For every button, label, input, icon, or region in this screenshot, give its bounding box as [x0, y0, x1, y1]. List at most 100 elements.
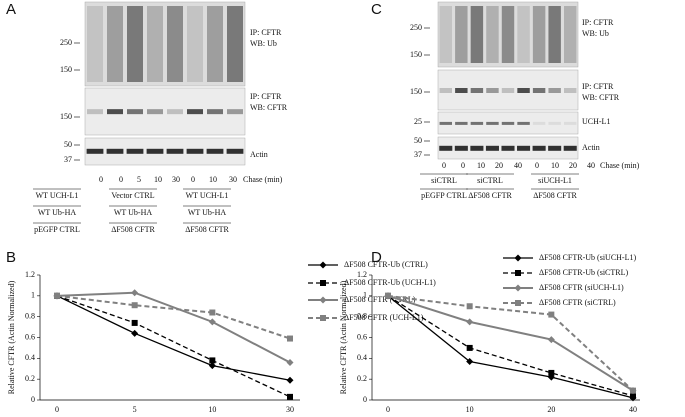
blot-band — [501, 88, 515, 93]
blot-band — [439, 121, 452, 125]
blot-band — [106, 148, 124, 154]
blot-label: IP: CFTR — [582, 82, 614, 91]
group-label: WT UCH-L1 — [36, 191, 79, 200]
blot-band — [517, 88, 530, 93]
chase-label: Chase (min) — [600, 161, 640, 170]
blot-smear — [147, 6, 163, 82]
blot-label: IP: CFTR — [582, 18, 614, 27]
blot-band — [564, 121, 577, 125]
series-line — [56, 294, 291, 340]
series-line — [56, 291, 291, 364]
mw-marker: 37 — [414, 150, 422, 159]
group-label: siCTRL — [431, 176, 457, 185]
lane-label: 0 — [535, 161, 539, 170]
marker — [630, 392, 636, 399]
x-tick-label: 20 — [547, 405, 555, 414]
legend-label: ΔF508 CFTR-Ub (siUCH-L1) — [539, 253, 636, 262]
blot-label: WB: CFTR — [582, 93, 620, 102]
marker — [208, 318, 216, 326]
blot-label: Actin — [250, 150, 268, 159]
marker — [466, 303, 473, 310]
marker — [548, 311, 555, 318]
blot-band — [485, 145, 499, 151]
y-tick-label: 0.4 — [25, 353, 35, 362]
blot-band — [563, 145, 577, 151]
blot-smear — [187, 6, 203, 82]
blot-label: WB: CFTR — [250, 103, 288, 112]
marker — [209, 309, 216, 316]
y-tick-label: 1 — [31, 291, 35, 300]
marker — [131, 289, 139, 297]
marker — [548, 369, 555, 376]
blot-band — [166, 148, 184, 154]
blot-band — [470, 145, 484, 151]
x-tick-label: 5 — [133, 405, 137, 414]
y-tick-label: 0.6 — [25, 332, 35, 341]
mw-marker: 250 — [60, 38, 72, 47]
blot-band — [454, 145, 468, 151]
lane-label: 0 — [99, 175, 103, 184]
marker — [131, 329, 139, 337]
lane-label: 10 — [551, 161, 559, 170]
x-tick-label: 30 — [286, 405, 294, 414]
y-tick-label: 0.2 — [25, 374, 35, 383]
mw-marker: 150 — [60, 112, 72, 121]
marker — [208, 362, 216, 370]
blot-smear — [564, 6, 577, 63]
blot-band — [227, 109, 243, 115]
lane-label: 10 — [209, 175, 217, 184]
blot-band — [470, 121, 484, 125]
blot-band — [548, 88, 561, 93]
blot-band — [517, 121, 530, 125]
group-label: pEGFP CTRL — [421, 191, 467, 200]
panel-letter: B — [6, 249, 16, 266]
blot-band — [532, 121, 546, 125]
mw-marker: 150 — [410, 50, 422, 59]
blot-band — [207, 109, 223, 115]
marker — [547, 336, 555, 344]
legend-label: ΔF508 CFTR (UCH-L1) — [344, 313, 424, 322]
marker — [630, 387, 636, 394]
mw-marker: 150 — [410, 87, 422, 96]
group-label: WT Ub-HA — [188, 208, 227, 217]
y-axis-title: Relative CFTR (Actin Normalized) — [7, 280, 16, 394]
group-label: ΔF508 CFTR — [533, 191, 577, 200]
blot-smear — [439, 6, 452, 63]
mw-marker: 50 — [64, 140, 72, 149]
blot-label: IP: CFTR — [250, 28, 282, 37]
marker — [466, 318, 474, 326]
blot-smear — [227, 6, 243, 82]
marker — [515, 300, 521, 306]
blot-band — [226, 148, 244, 154]
marker — [286, 376, 294, 384]
marker — [131, 319, 138, 326]
blot-smear — [532, 6, 546, 63]
group-label: WT Ub-HA — [114, 208, 153, 217]
y-tick-label: 0.4 — [357, 353, 367, 362]
blot-band — [127, 109, 143, 115]
legend-label: ΔF508 CFTR (siCTRL) — [539, 298, 616, 307]
blot-band — [167, 109, 183, 115]
x-tick-label: 0 — [386, 405, 390, 414]
blot-smear — [207, 6, 223, 82]
blot-strip — [84, 1, 246, 87]
group-label: ΔF508 CFTR — [185, 225, 229, 234]
marker — [514, 284, 522, 292]
blot-band — [501, 121, 515, 125]
blot-smear — [127, 6, 143, 82]
blot-band — [470, 88, 484, 93]
legend-label: ΔF508 CFTR-Ub (UCH-L1) — [344, 278, 436, 287]
series-line — [56, 295, 291, 398]
lane-label: 10 — [154, 175, 162, 184]
blot-smear — [517, 6, 530, 63]
group-label: WT UCH-L1 — [186, 191, 229, 200]
series-line — [387, 294, 634, 392]
marker — [319, 296, 327, 304]
x-tick-label: 0 — [55, 405, 59, 414]
lane-label: 5 — [137, 175, 141, 184]
marker — [131, 302, 138, 309]
blot-smear — [167, 6, 183, 82]
lane-label: 0 — [461, 161, 465, 170]
blot-band — [107, 109, 123, 115]
y-tick-label: 0 — [31, 395, 35, 404]
